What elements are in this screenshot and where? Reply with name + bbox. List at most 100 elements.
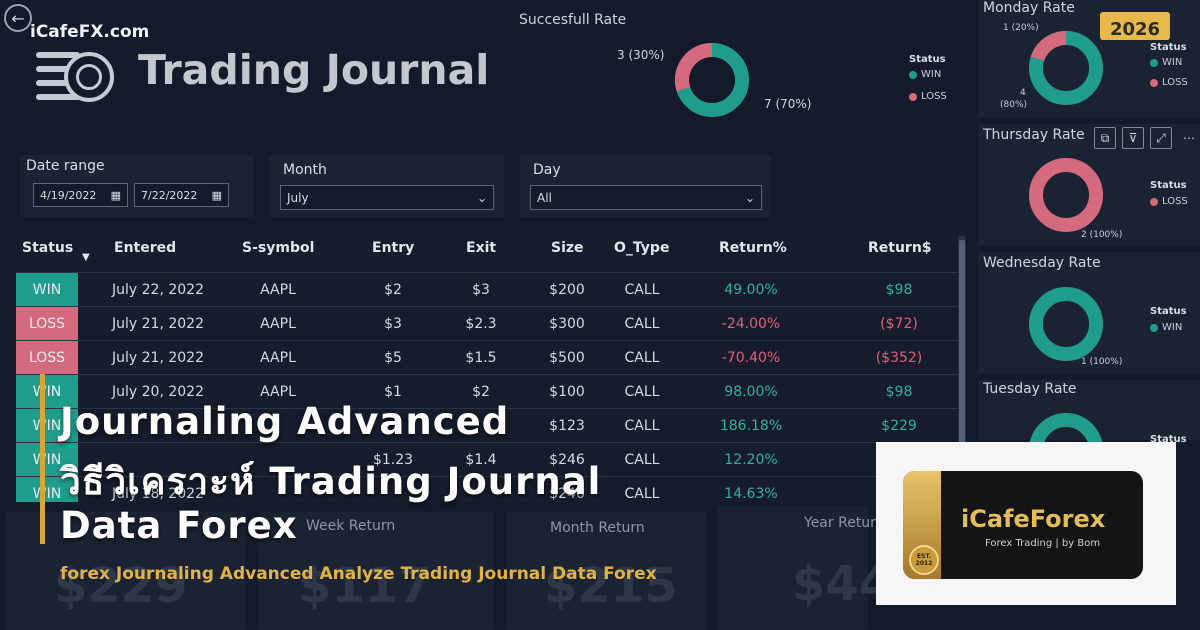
monday-loss-label: 1 (20%) xyxy=(1003,23,1039,33)
thursday-rate-donut xyxy=(1029,158,1103,232)
legend-item-win: WIN xyxy=(909,69,941,80)
table-cell: -24.00% xyxy=(721,316,781,332)
table-cell: 12.20% xyxy=(724,452,778,468)
monday-win-pct: (80%) xyxy=(1000,100,1028,110)
table-cell: CALL xyxy=(624,452,660,468)
table-row[interactable]: WIN July 18, 2022 $246 CALL 14.63% xyxy=(16,476,958,502)
monday-rate-donut xyxy=(1029,31,1103,105)
monday-win-count: 4 xyxy=(1020,88,1026,98)
table-cell: 14.63% xyxy=(724,486,778,502)
table-cell: July 20, 2022 xyxy=(112,384,204,400)
table-cell: CALL xyxy=(624,350,660,366)
filter-icon[interactable]: ⊽ xyxy=(1122,127,1144,149)
column-header[interactable]: Entered xyxy=(114,240,177,256)
table-cell: $2 xyxy=(472,384,490,400)
year-badge: 2026 xyxy=(1100,12,1170,40)
week-return-value: $117 xyxy=(298,558,432,614)
legend-title: Status xyxy=(1150,306,1187,317)
calendar-icon: ▦ xyxy=(211,188,222,202)
est-badge: EST. 2012 xyxy=(909,545,939,575)
tuesday-rate-title: Tuesday Rate xyxy=(983,381,1077,397)
table-cell: $1.5 xyxy=(465,350,497,366)
table-cell: $1 xyxy=(384,384,402,400)
date-to-input[interactable]: 7/22/2022 ▦ xyxy=(134,183,229,207)
page-title: Trading Journal xyxy=(138,46,490,94)
table-cell: $300 xyxy=(549,316,585,332)
tuesday-rate-donut xyxy=(1029,413,1103,444)
month-return-title: Month Return xyxy=(550,520,645,536)
year-return-title: Year Return xyxy=(804,515,885,531)
legend-item-loss: LOSS xyxy=(1150,196,1188,207)
expand-icon[interactable]: ⤢ xyxy=(1150,127,1172,149)
day-select[interactable]: All ⌄ xyxy=(530,185,762,210)
table-cell: $3 xyxy=(472,282,490,298)
headline-line-3: Data Forex xyxy=(60,504,298,547)
week-return-panel xyxy=(258,512,494,630)
headline-subtitle: forex Journaling Advanced Analyze Tradin… xyxy=(60,564,657,584)
column-header[interactable]: Return% xyxy=(719,240,787,256)
table-cell: ($72) xyxy=(880,316,918,332)
month-return-panel xyxy=(506,512,706,630)
chevron-down-icon: ⌄ xyxy=(744,190,755,205)
table-row[interactable]: LOSS July 21, 2022 AAPL $5 $1.5 $500 CALL -70.4… xyxy=(16,340,958,375)
table-cell: $2 xyxy=(384,282,402,298)
year-return-value: $44 xyxy=(792,556,893,612)
legend-item-win: WIN xyxy=(1150,57,1182,68)
more-icon[interactable]: ⋯ xyxy=(1183,131,1195,145)
site-name: iCafeFX.com xyxy=(30,22,150,42)
table-cell: $1.23 xyxy=(372,452,414,468)
table-cell: $3 xyxy=(384,316,402,332)
table-row[interactable]: WIN $123 CALL 186.18% $229 xyxy=(16,408,958,443)
table-cell: AAPL xyxy=(260,350,296,366)
sort-down-icon[interactable]: ▼ xyxy=(82,252,90,263)
legend-item-loss: LOSS xyxy=(1150,77,1188,88)
table-cell: CALL xyxy=(624,418,660,434)
table-cell: 186.18% xyxy=(719,418,783,434)
win-slice-label: 7 (70%) xyxy=(764,97,812,111)
column-header[interactable]: O_Type xyxy=(614,240,670,256)
month-select[interactable]: July ⌄ xyxy=(280,185,494,210)
success-rate-donut xyxy=(675,43,749,117)
column-header[interactable]: Entry xyxy=(372,240,415,256)
thursday-rate-title: Thursday Rate xyxy=(983,127,1085,143)
table-cell: CALL xyxy=(624,384,660,400)
headline-line-2: วิธีวิเคราะห์ Trading Journal xyxy=(60,460,602,503)
table-row[interactable]: WIN July 20, 2022 AAPL $1 $2 $100 CALL 98.00% $9… xyxy=(16,374,958,409)
table-row[interactable]: WIN $1.23 $1.4 $246 CALL 12.20% xyxy=(16,442,958,477)
table-cell: AAPL xyxy=(260,282,296,298)
legend-title: Status xyxy=(1150,180,1187,191)
copy-icon[interactable]: ⧉ xyxy=(1094,127,1116,149)
day-return-panel xyxy=(6,512,246,630)
legend-title: Status xyxy=(1150,42,1187,53)
table-row[interactable]: WIN July 22, 2022 AAPL $2 $3 $200 CALL 49.00% $9… xyxy=(16,272,958,307)
back-button[interactable]: ← xyxy=(4,4,32,32)
wednesday-rate-title: Wednesday Rate xyxy=(983,255,1101,271)
column-header[interactable]: Return$ xyxy=(868,240,932,256)
table-cell: $98 xyxy=(885,282,913,298)
table-cell: 98.00% xyxy=(724,384,778,400)
legend-title: Status xyxy=(909,54,946,65)
table-cell: $246 xyxy=(549,452,585,468)
accent-bar xyxy=(40,374,45,544)
table-cell: $500 xyxy=(549,350,585,366)
table-cell: $123 xyxy=(549,418,585,434)
status-cell: WIN xyxy=(16,409,78,443)
table-scroll-thumb[interactable] xyxy=(959,240,965,450)
table-cell: $1.4 xyxy=(465,452,497,468)
status-cell: WIN xyxy=(16,443,78,477)
column-header[interactable]: Size xyxy=(551,240,584,256)
date-range-label: Date range xyxy=(26,158,105,174)
table-row[interactable]: LOSS July 21, 2022 AAPL $3 $2.3 $300 CALL -24.0… xyxy=(16,306,958,341)
thursday-loss-label: 2 (100%) xyxy=(1081,230,1123,240)
column-header[interactable]: Exit xyxy=(466,240,497,256)
status-cell: WIN xyxy=(16,273,78,307)
column-header[interactable]: Status xyxy=(22,240,74,256)
column-header[interactable]: S-symbol xyxy=(242,240,315,256)
date-from-input[interactable]: 4/19/2022 ▦ xyxy=(33,183,128,207)
wednesday-rate-donut xyxy=(1029,287,1103,361)
table-cell: AAPL xyxy=(260,316,296,332)
table-cell: July 21, 2022 xyxy=(112,350,204,366)
chevron-down-icon: ⌄ xyxy=(476,190,487,205)
table-cell: $200 xyxy=(549,282,585,298)
table-cell: $229 xyxy=(881,418,917,434)
